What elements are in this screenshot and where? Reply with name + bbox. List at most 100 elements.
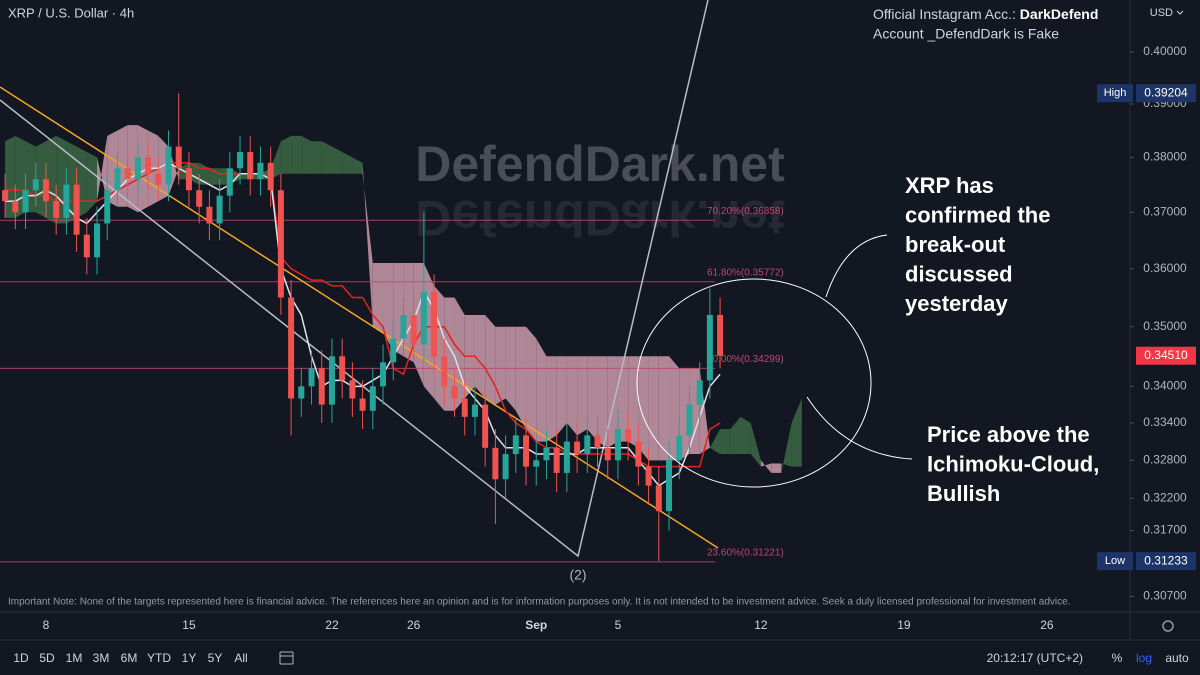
range-button[interactable]: 1D [13,651,29,665]
candle-body [145,157,152,174]
cloud-segment [556,356,567,436]
cloud-segment [587,356,598,442]
cloud-segment [628,356,639,448]
y-tick-label: 0.32200 [1143,490,1187,504]
last-price-box [1136,346,1196,365]
fib-label: 61.80%(0.35772) [707,267,784,278]
candle-body [482,404,489,448]
cloud-segment [280,135,292,174]
watermark: DefendDark.net [415,136,785,192]
range-button[interactable]: YTD [147,651,171,665]
annotation-text: XRP has [905,173,994,198]
marker-value: 0.31233 [1144,553,1188,567]
cloud-segment [750,423,761,467]
cloud-segment [331,146,343,174]
cloud-segment [515,326,527,430]
candle-body [369,386,376,411]
candle-body [288,297,295,399]
callout-line [806,396,913,460]
currency-caret[interactable] [1176,10,1184,15]
percent-toggle[interactable]: % [1112,651,1123,665]
marker-label: High [1104,87,1127,99]
cloud-segment [720,429,731,455]
cloud-segment [301,135,312,174]
range-button[interactable]: 1M [66,651,83,665]
cloud-segment [526,326,537,442]
candle-body [308,368,315,387]
y-tick-label: 0.40000 [1143,44,1187,58]
chart-title: XRP / U.S. Dollar · 4h [8,5,134,20]
auto-toggle[interactable]: auto [1165,651,1189,665]
wave-label: (2) [569,567,586,583]
candle-body [165,146,172,185]
fib-layer: 70.20%(0.36858) 61.80%(0.35772) 50.00%(0.3… [0,206,784,563]
y-tick-label: 0.35000 [1143,319,1187,333]
candle-body [594,435,601,448]
candle-body [277,190,284,298]
cloud-segment [771,463,782,473]
candle-body [400,314,407,339]
candle-body [451,386,458,399]
cloud-segment [597,356,608,448]
y-tick-label: 0.30700 [1143,589,1187,603]
range-button[interactable]: 3M [93,651,110,665]
cloud-segment [474,314,486,399]
cloud-segment [709,429,721,455]
cloud-segment [536,338,547,442]
candle-body [104,190,111,224]
x-tick-label: 12 [754,618,768,632]
candle-body [196,190,203,207]
candle-body [359,398,366,411]
fib-label: 70.20%(0.36858) [707,206,784,217]
candle-body [584,435,591,455]
candle-body [431,291,438,357]
marker-value: 0.39204 [1144,85,1188,99]
cloud-segment [137,125,149,213]
cloud-segment [495,326,506,405]
annotation-text: yesterday [905,291,1009,316]
settings-icon[interactable] [1162,620,1174,632]
candle-body [2,190,9,202]
candle-body [83,234,90,258]
candle-body [206,206,213,224]
candle-body [226,168,233,196]
callout-line [825,234,888,298]
candle-body [42,179,49,202]
cloud-segment [617,356,629,442]
range-button[interactable]: 6M [121,651,138,665]
candle-body [175,146,182,169]
x-tick-label: 26 [407,618,421,632]
range-button[interactable]: 5Y [208,651,223,665]
candle-body [655,485,662,512]
candle-body [523,435,530,467]
candle-body [318,368,325,405]
x-tick-label: Sep [525,618,547,632]
annotations: XRP has confirmed the break-out discussed ye… [905,173,1099,506]
candle-body [645,466,652,486]
cloud-segment [97,135,108,202]
range-button[interactable]: All [234,651,247,665]
candle-body [553,447,560,473]
toolbar: 20:12:17 (UTC+2) % log auto 1D 5D 1M 3M 6M YT… [13,651,1189,665]
cloud-segment [669,356,680,461]
calendar-icon[interactable] [279,651,294,665]
candle-body [635,441,642,467]
cloud-segment [352,157,363,174]
plot: DefendDark.net DefendDark.net 70.20%(0.3… [0,0,913,583]
instagram-warning: Account _DefendDark is Fake [873,26,1059,42]
candle-body [22,190,29,213]
candle-body [666,460,673,512]
range-button[interactable]: 5D [39,651,55,665]
candle-body [533,460,540,467]
log-toggle[interactable]: log [1136,651,1152,665]
candle-body [502,454,509,480]
currency[interactable]: USD [1150,7,1173,19]
range-button[interactable]: 1Y [182,651,197,665]
cloud-segment [86,152,98,213]
marker-label: Low [1105,555,1125,567]
annotation-text: discussed [905,261,1013,286]
candle-body [563,441,570,473]
candle-body [410,314,417,345]
annotation-text: break-out [905,232,1006,257]
candle-body [625,429,632,442]
